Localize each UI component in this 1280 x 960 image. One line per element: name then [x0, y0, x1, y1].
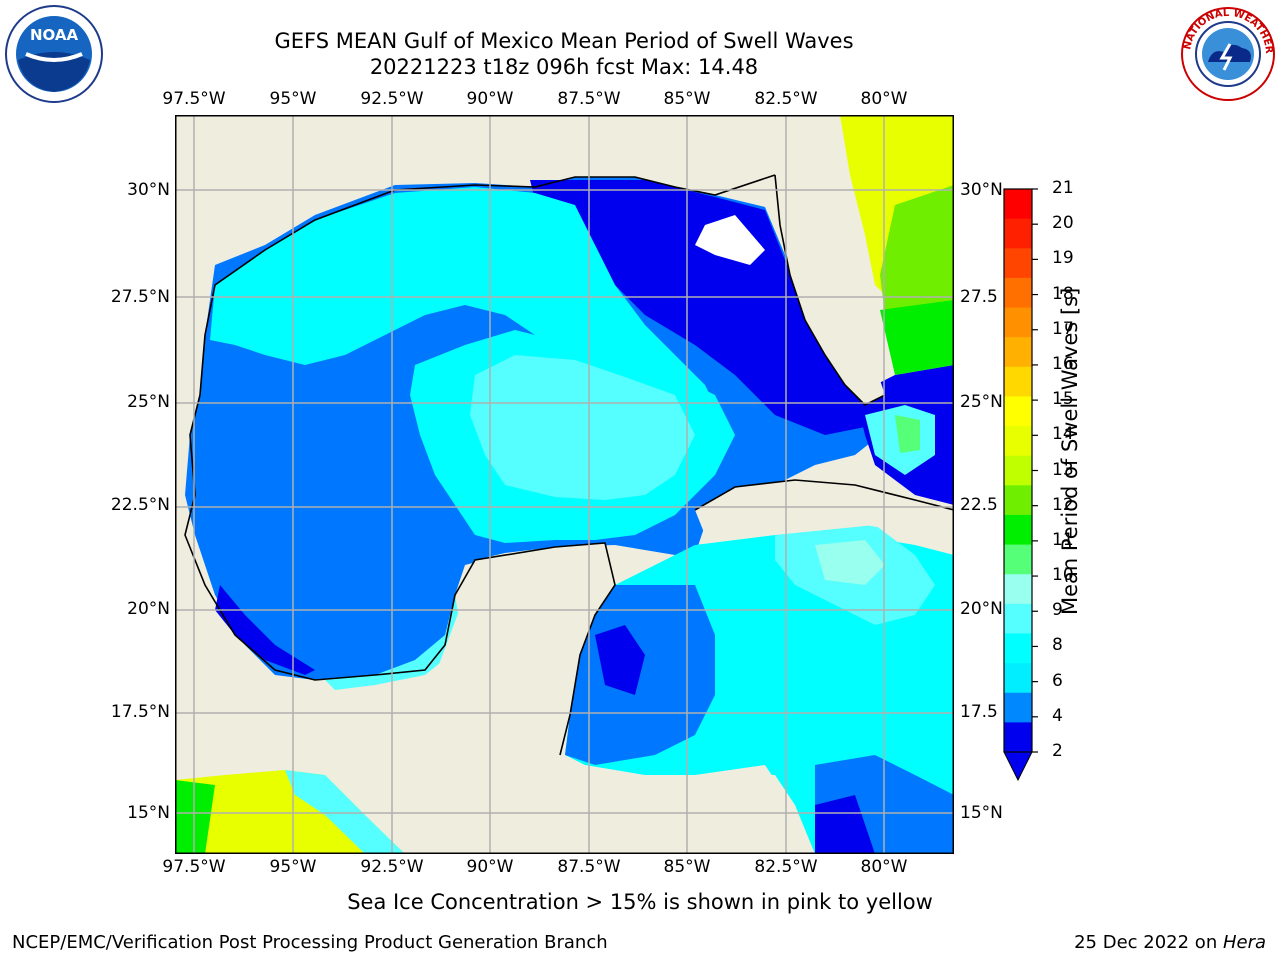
colorbar-tick-label: 9: [1052, 600, 1063, 621]
lon-label-bottom: 92.5°W: [360, 857, 424, 877]
gulf-map: [175, 115, 954, 854]
lon-label-top: 97.5°W: [162, 89, 226, 109]
lat-label-right: 17.5: [960, 702, 998, 722]
colorbar-segment: [1004, 485, 1032, 516]
colorbar-tick-label: 20: [1052, 213, 1074, 234]
nws-logo: NATIONAL WEATHER SERVICE: [1178, 4, 1275, 101]
yucatan-peninsula: [435, 543, 615, 765]
colorbar-segment: [1004, 277, 1032, 309]
colorbar-segment: [1004, 514, 1032, 546]
colorbar-segment: [1004, 633, 1032, 664]
lat-label-left: 25°N: [127, 392, 170, 412]
lon-label-bottom: 95°W: [269, 857, 317, 877]
central-america: [175, 715, 775, 854]
chart-subtitle: 20221223 t18z 096h fcst Max: 14.48: [369, 55, 759, 79]
colorbar-tick-label: 13: [1052, 459, 1074, 480]
lon-label-top: 90°W: [466, 89, 514, 109]
colorbar-extend-arrow: [1003, 751, 1033, 782]
colorbar-label: Mean Period of Swell Waves [s]: [1058, 287, 1082, 615]
noaa-logo: NOAA: [5, 5, 103, 103]
colorbar-segment: [1004, 722, 1032, 753]
colorbar-segment: [1004, 544, 1032, 575]
colorbar-tick-label: 8: [1052, 635, 1063, 656]
lon-label-bottom: 90°W: [466, 857, 514, 877]
colorbar-tick-label: 4: [1052, 705, 1063, 726]
atlantic-green: [880, 185, 954, 315]
graticule: [175, 115, 954, 854]
colorbar-segment: [1004, 396, 1032, 427]
colorbar-tick-label: 19: [1052, 248, 1074, 269]
sea-ice-note: Sea Ice Concentration > 15% is shown in …: [347, 890, 933, 914]
colorbar-segment: [1004, 337, 1032, 368]
lon-label-top: 85°W: [663, 89, 711, 109]
lon-label-top: 92.5°W: [360, 89, 424, 109]
lat-label-right: 27.5: [960, 287, 998, 307]
colorbar-tick-label: 10: [1052, 565, 1074, 586]
colorbar-segment: [1004, 574, 1032, 605]
map-frame: [175, 115, 954, 854]
colorbar-segment: [1004, 218, 1032, 249]
colorbar-tick-label: 2: [1052, 741, 1063, 761]
colorbar-tick-label: 11: [1052, 529, 1074, 550]
colorbar-segment: [1004, 603, 1032, 634]
ne-gulf-dark: [530, 180, 875, 435]
colorbar-segment: [1004, 663, 1032, 694]
colorbar-segment: [1004, 455, 1032, 486]
colorbar: [1003, 188, 1038, 782]
atlantic-green-2: [880, 300, 954, 375]
lon-label-top: 80°W: [860, 89, 908, 109]
colorbar-segment: [1004, 366, 1032, 397]
footer-right: 25 Dec 2022 on Hera: [1074, 932, 1266, 953]
chart-title: GEFS MEAN Gulf of Mexico Mean Period of …: [274, 29, 854, 53]
caribbean-light-2: [815, 540, 885, 585]
colorbar-segment: [1004, 248, 1032, 279]
footer-machine: Hera: [1222, 932, 1266, 953]
colorbar-tick-label: 12: [1052, 494, 1074, 515]
lat-label-right: 25°N: [960, 392, 1003, 412]
colorbar-tick-label: 16: [1052, 353, 1074, 374]
lat-label-right: 15°N: [960, 803, 1003, 823]
lat-label-left: 27.5°N: [110, 287, 170, 307]
lat-label-left: 30°N: [127, 180, 170, 200]
colorbar-tick-label: 15: [1052, 389, 1074, 410]
colorbar-tick-label: 17: [1052, 318, 1074, 339]
colorbar-tick-label: 6: [1052, 670, 1063, 691]
lat-label-right: 20°N: [960, 599, 1003, 619]
lat-label-right: 30°N: [960, 180, 1003, 200]
pacific-cyan: [285, 770, 405, 854]
lat-label-left: 22.5°N: [110, 495, 170, 515]
colorbar-tick-label: 21: [1052, 178, 1074, 198]
lon-label-top: 82.5°W: [754, 89, 818, 109]
svg-text:NOAA: NOAA: [30, 26, 79, 44]
colorbar-tick-label: 14: [1052, 424, 1074, 445]
pacific-green: [175, 780, 215, 854]
colorbar-tick-label: 18: [1052, 283, 1074, 304]
lon-label-bottom: 97.5°W: [162, 857, 226, 877]
no-data-patch: [695, 215, 765, 265]
lon-label-bottom: 80°W: [860, 857, 908, 877]
bahamas-green: [895, 415, 920, 453]
lon-label-bottom: 85°W: [663, 857, 711, 877]
footer-date: 25 Dec 2022 on: [1074, 932, 1223, 953]
footer-left: NCEP/EMC/Verification Post Processing Pr…: [12, 932, 608, 953]
lat-label-left: 17.5°N: [110, 702, 170, 722]
colorbar-segment: [1004, 307, 1032, 338]
se-caribbean-dark: [815, 795, 875, 854]
colorbar-segment: [1004, 189, 1032, 220]
lon-label-bottom: 82.5°W: [754, 857, 818, 877]
lon-label-bottom: 87.5°W: [557, 857, 621, 877]
lat-label-right: 22.5: [960, 495, 998, 515]
lat-label-left: 15°N: [127, 803, 170, 823]
colorbar-segment: [1004, 692, 1032, 723]
lon-label-top: 87.5°W: [557, 89, 621, 109]
florida-peninsula: [775, 175, 885, 405]
lon-label-top: 95°W: [269, 89, 317, 109]
lat-label-left: 20°N: [127, 599, 170, 619]
colorbar-segment: [1004, 426, 1032, 457]
west-gulf-dark: [215, 585, 315, 675]
caribbean-dark-1: [595, 625, 645, 695]
campeche-cyan: [325, 595, 460, 690]
central-gulf-light: [470, 355, 695, 500]
